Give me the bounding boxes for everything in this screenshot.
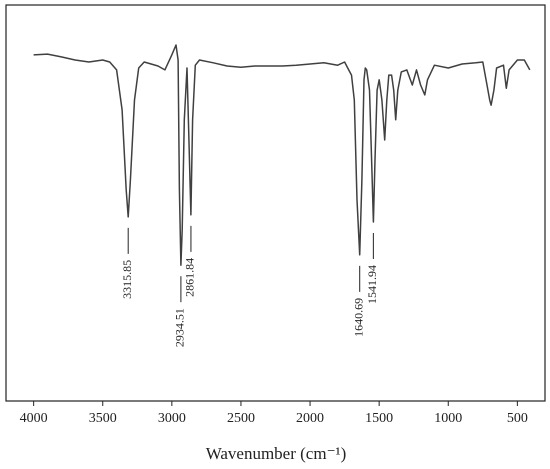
x-tick-label: 2000	[296, 411, 324, 426]
x-tick-label: 1000	[434, 411, 462, 426]
x-tick-label: 2500	[227, 411, 255, 426]
x-tick-label: 4000	[20, 411, 48, 426]
annotation-label: 1640.69	[351, 298, 365, 337]
annotation-label: 3315.85	[120, 260, 134, 299]
spectrum-line	[33, 44, 531, 266]
annotation-label: 1541.94	[365, 265, 379, 304]
plot-frame	[5, 4, 546, 402]
x-axis-label: Wavenumber (cm⁻¹)	[206, 444, 347, 463]
x-tick-label: 1500	[365, 411, 393, 426]
x-tick-label: 500	[507, 411, 528, 426]
annotation-label: 2861.84	[183, 258, 197, 297]
x-tick-label: 3000	[158, 411, 186, 426]
x-tick-label: 3500	[89, 411, 117, 426]
annotation-label: 2934.51	[173, 308, 187, 347]
